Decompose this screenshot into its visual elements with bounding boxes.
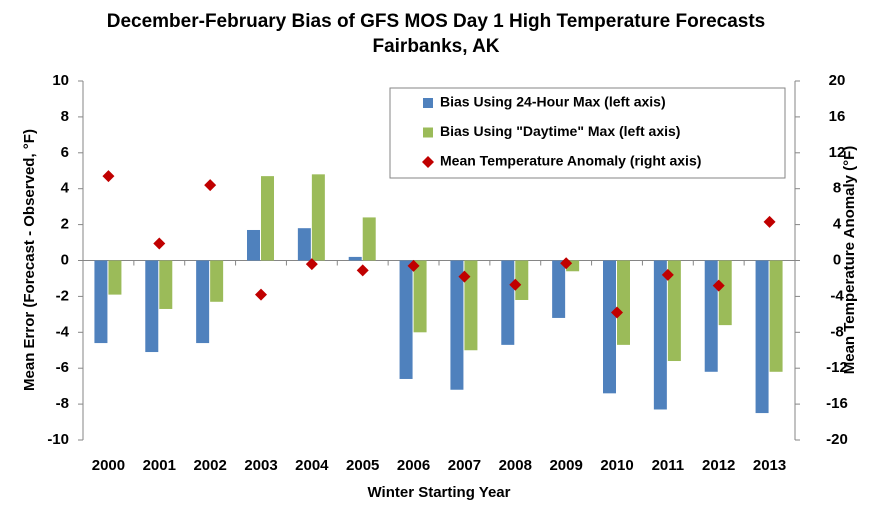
bar <box>552 260 566 318</box>
y-tick-label: 8 <box>61 108 69 125</box>
bar <box>769 260 783 372</box>
bar <box>413 260 427 333</box>
bar <box>362 217 376 261</box>
x-tick-label: 2009 <box>549 457 582 474</box>
y-tick-label: -8 <box>56 395 69 412</box>
bar <box>450 260 464 390</box>
bar <box>464 260 478 351</box>
y2-tick-label: -8 <box>830 323 843 340</box>
x-tick-label: 2010 <box>600 457 633 474</box>
y2-tick-label: -4 <box>830 287 844 304</box>
bar <box>145 260 159 353</box>
y-tick-label: -2 <box>56 287 69 304</box>
x-tick-label: 2000 <box>92 457 125 474</box>
y-tick-label: 4 <box>61 180 70 197</box>
marker <box>153 237 166 250</box>
bar <box>718 260 732 326</box>
bar <box>566 260 580 272</box>
y2-axis-label: Mean Temperature Anomaly (°F) <box>841 146 858 375</box>
bar <box>617 260 630 345</box>
bar <box>704 260 718 372</box>
legend-swatch <box>423 98 433 108</box>
x-tick-label: 2003 <box>244 457 277 474</box>
marker <box>305 258 318 271</box>
bar <box>159 260 173 309</box>
marker <box>509 278 522 291</box>
y2-tick-label: -16 <box>826 395 848 412</box>
marker <box>661 268 674 281</box>
y-tick-label: -10 <box>47 431 69 448</box>
y2-tick-label: 8 <box>833 180 841 197</box>
x-tick-label: 2008 <box>499 457 532 474</box>
bar <box>311 174 325 261</box>
x-tick-label: 2013 <box>753 457 786 474</box>
legend-swatch <box>422 156 434 168</box>
x-tick-label: 2002 <box>193 457 226 474</box>
marker <box>255 288 267 301</box>
bar <box>399 260 413 379</box>
y2-tick-label: 20 <box>829 72 846 89</box>
x-tick-label: 2007 <box>448 457 481 474</box>
y-tick-label: 6 <box>61 144 69 161</box>
y2-tick-label: -12 <box>826 359 848 376</box>
bar <box>261 176 274 261</box>
legend-swatch <box>423 127 433 138</box>
y2-tick-label: 4 <box>833 216 842 233</box>
x-tick-label: 2005 <box>346 457 379 474</box>
bar <box>603 260 616 394</box>
marker <box>204 179 217 192</box>
bar <box>196 260 210 344</box>
y-tick-label: 10 <box>52 72 69 89</box>
bar <box>297 228 311 261</box>
y2-tick-label: -20 <box>826 431 848 448</box>
marker <box>560 257 573 270</box>
y2-tick-label: 12 <box>829 144 846 161</box>
y-tick-label: -4 <box>56 323 70 340</box>
x-tick-label: 2011 <box>652 457 685 474</box>
bar <box>108 260 122 295</box>
legend-label: Bias Using 24-Hour Max (left axis) <box>440 94 666 110</box>
bar <box>515 260 529 300</box>
bar <box>247 229 260 261</box>
x-tick-label: 2004 <box>295 457 329 474</box>
bar <box>653 260 667 410</box>
marker <box>611 306 623 319</box>
bar <box>501 260 515 345</box>
marker <box>763 215 776 228</box>
chart-title: December-February Bias of GFS MOS Day 1 … <box>107 11 766 32</box>
marker <box>407 259 420 272</box>
legend-box <box>389 87 786 179</box>
marker <box>712 279 725 292</box>
legend-label: Bias Using "Daytime" Max (left axis) <box>440 123 680 139</box>
bar <box>348 256 362 261</box>
x-tick-label: 2001 <box>143 457 176 474</box>
y2-tick-label: 0 <box>833 251 841 268</box>
y-tick-label: 0 <box>61 251 69 268</box>
bar <box>667 260 681 362</box>
legend-label: Mean Temperature Anomaly (right axis) <box>440 153 701 169</box>
bar <box>94 260 108 344</box>
x-axis-label: Winter Starting Year <box>368 484 511 501</box>
marker <box>102 170 115 183</box>
y2-tick-label: 16 <box>829 108 846 125</box>
bar <box>755 260 769 414</box>
x-tick-label: 2006 <box>397 457 430 474</box>
x-tick-label: 2012 <box>702 457 735 474</box>
chart-subtitle: Fairbanks, AK <box>372 36 499 57</box>
y-tick-label: -6 <box>56 359 69 376</box>
bar <box>210 260 224 302</box>
y-axis-label: Mean Error (Forecast - Observed, °F) <box>21 129 38 391</box>
marker <box>458 270 471 283</box>
y-tick-label: 2 <box>61 216 69 233</box>
marker <box>356 264 369 277</box>
